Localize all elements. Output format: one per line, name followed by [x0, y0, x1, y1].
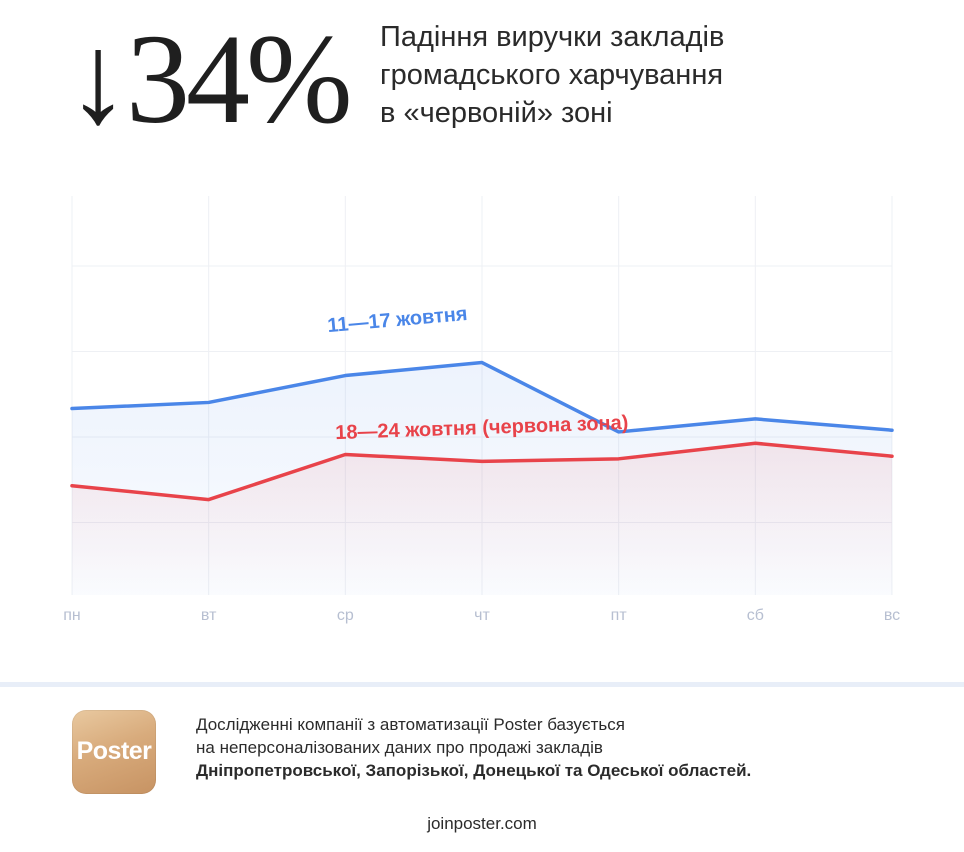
x-tick-label: сб	[747, 607, 764, 624]
x-tick-label: пн	[63, 607, 81, 624]
series-line-2	[70, 441, 894, 502]
chart-x-ticks: пн вт ср чт пт сб вс	[63, 607, 900, 624]
footer-line-3: Дніпропетровської, Запорізької, Донецько…	[196, 761, 752, 780]
series-area-2	[72, 443, 892, 595]
headline: Падіння виручки закладів громадського ха…	[380, 18, 940, 132]
footer-line-1: Дослідженні компанії з автоматизації Pos…	[196, 715, 625, 734]
headline-line-3: в «червоній» зоні	[380, 97, 613, 129]
x-tick-label: пт	[611, 607, 628, 624]
x-tick-label: вт	[201, 607, 217, 624]
series-label-1: 11—17 жовтня	[327, 303, 469, 337]
chart-areas	[72, 362, 892, 595]
x-tick-label: вс	[884, 607, 900, 624]
series-line-1	[70, 360, 894, 434]
hero-percentage: ↓34%	[66, 8, 353, 150]
footer-line-2: на неперсоналізованих даних про продажі …	[196, 738, 603, 757]
website-link[interactable]: joinposter.com	[427, 814, 537, 833]
headline-line-2: громадського харчування	[380, 59, 724, 91]
chart-lines	[70, 360, 894, 502]
headline-line-1: Падіння виручки закладів	[380, 21, 725, 53]
poster-logo: Poster	[72, 710, 156, 794]
x-tick-label: чт	[474, 607, 490, 624]
logo-text: Poster	[76, 737, 152, 765]
footer-description: Дослідженні компанії з автоматизації Pos…	[196, 713, 936, 782]
divider	[0, 682, 964, 687]
x-tick-label: ср	[337, 607, 354, 624]
